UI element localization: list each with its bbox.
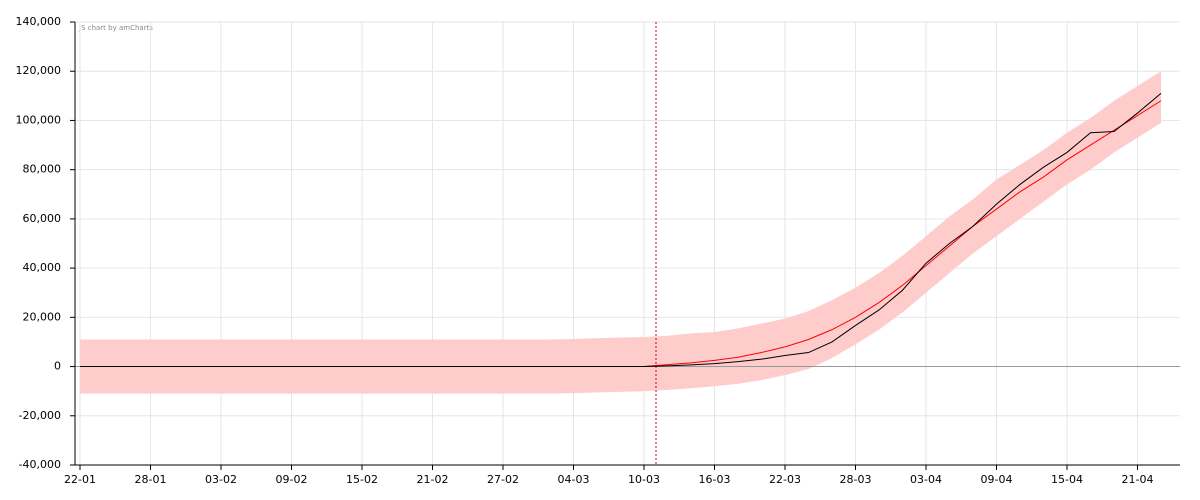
y-tick-label: -20,000	[19, 409, 61, 422]
y-tick-label: 0	[54, 360, 61, 373]
x-tick-label: 15-04	[1051, 473, 1083, 486]
grid	[75, 21, 1180, 466]
x-tick-label: 10-03	[628, 473, 660, 486]
y-tick-label: 80,000	[23, 163, 62, 176]
x-tick-label: 03-02	[205, 473, 237, 486]
credit: JS chart by amCharts	[78, 24, 153, 32]
x-tick-label: 28-03	[840, 473, 872, 486]
y-tick-label: 20,000	[23, 310, 62, 323]
x-tick-label: 22-03	[769, 473, 801, 486]
x-tick-label: 21-04	[1122, 473, 1154, 486]
x-tick-label: 04-03	[558, 473, 590, 486]
confidence-band	[80, 71, 1161, 394]
x-tick-label: 22-01	[64, 473, 96, 486]
series-line	[80, 92, 1162, 368]
x-tick-label: 09-02	[276, 473, 308, 486]
y-tick-label: 140,000	[16, 15, 62, 28]
x-tick-label: 16-03	[699, 473, 731, 486]
x-tick-label: 09-04	[981, 473, 1013, 486]
x-tick-label: 21-02	[417, 473, 449, 486]
y-tick-label: 60,000	[23, 212, 62, 225]
x-tick-label: 27-02	[487, 473, 519, 486]
y-tick-label: -40,000	[19, 458, 61, 471]
y-tick-label: 120,000	[16, 64, 62, 77]
y-tick-label: 40,000	[23, 261, 62, 274]
x-tick-label: 03-04	[910, 473, 942, 486]
x-tick-label: 15-02	[346, 473, 378, 486]
y-tick-label: 100,000	[16, 113, 62, 126]
x-tick-label: 28-01	[135, 473, 167, 486]
